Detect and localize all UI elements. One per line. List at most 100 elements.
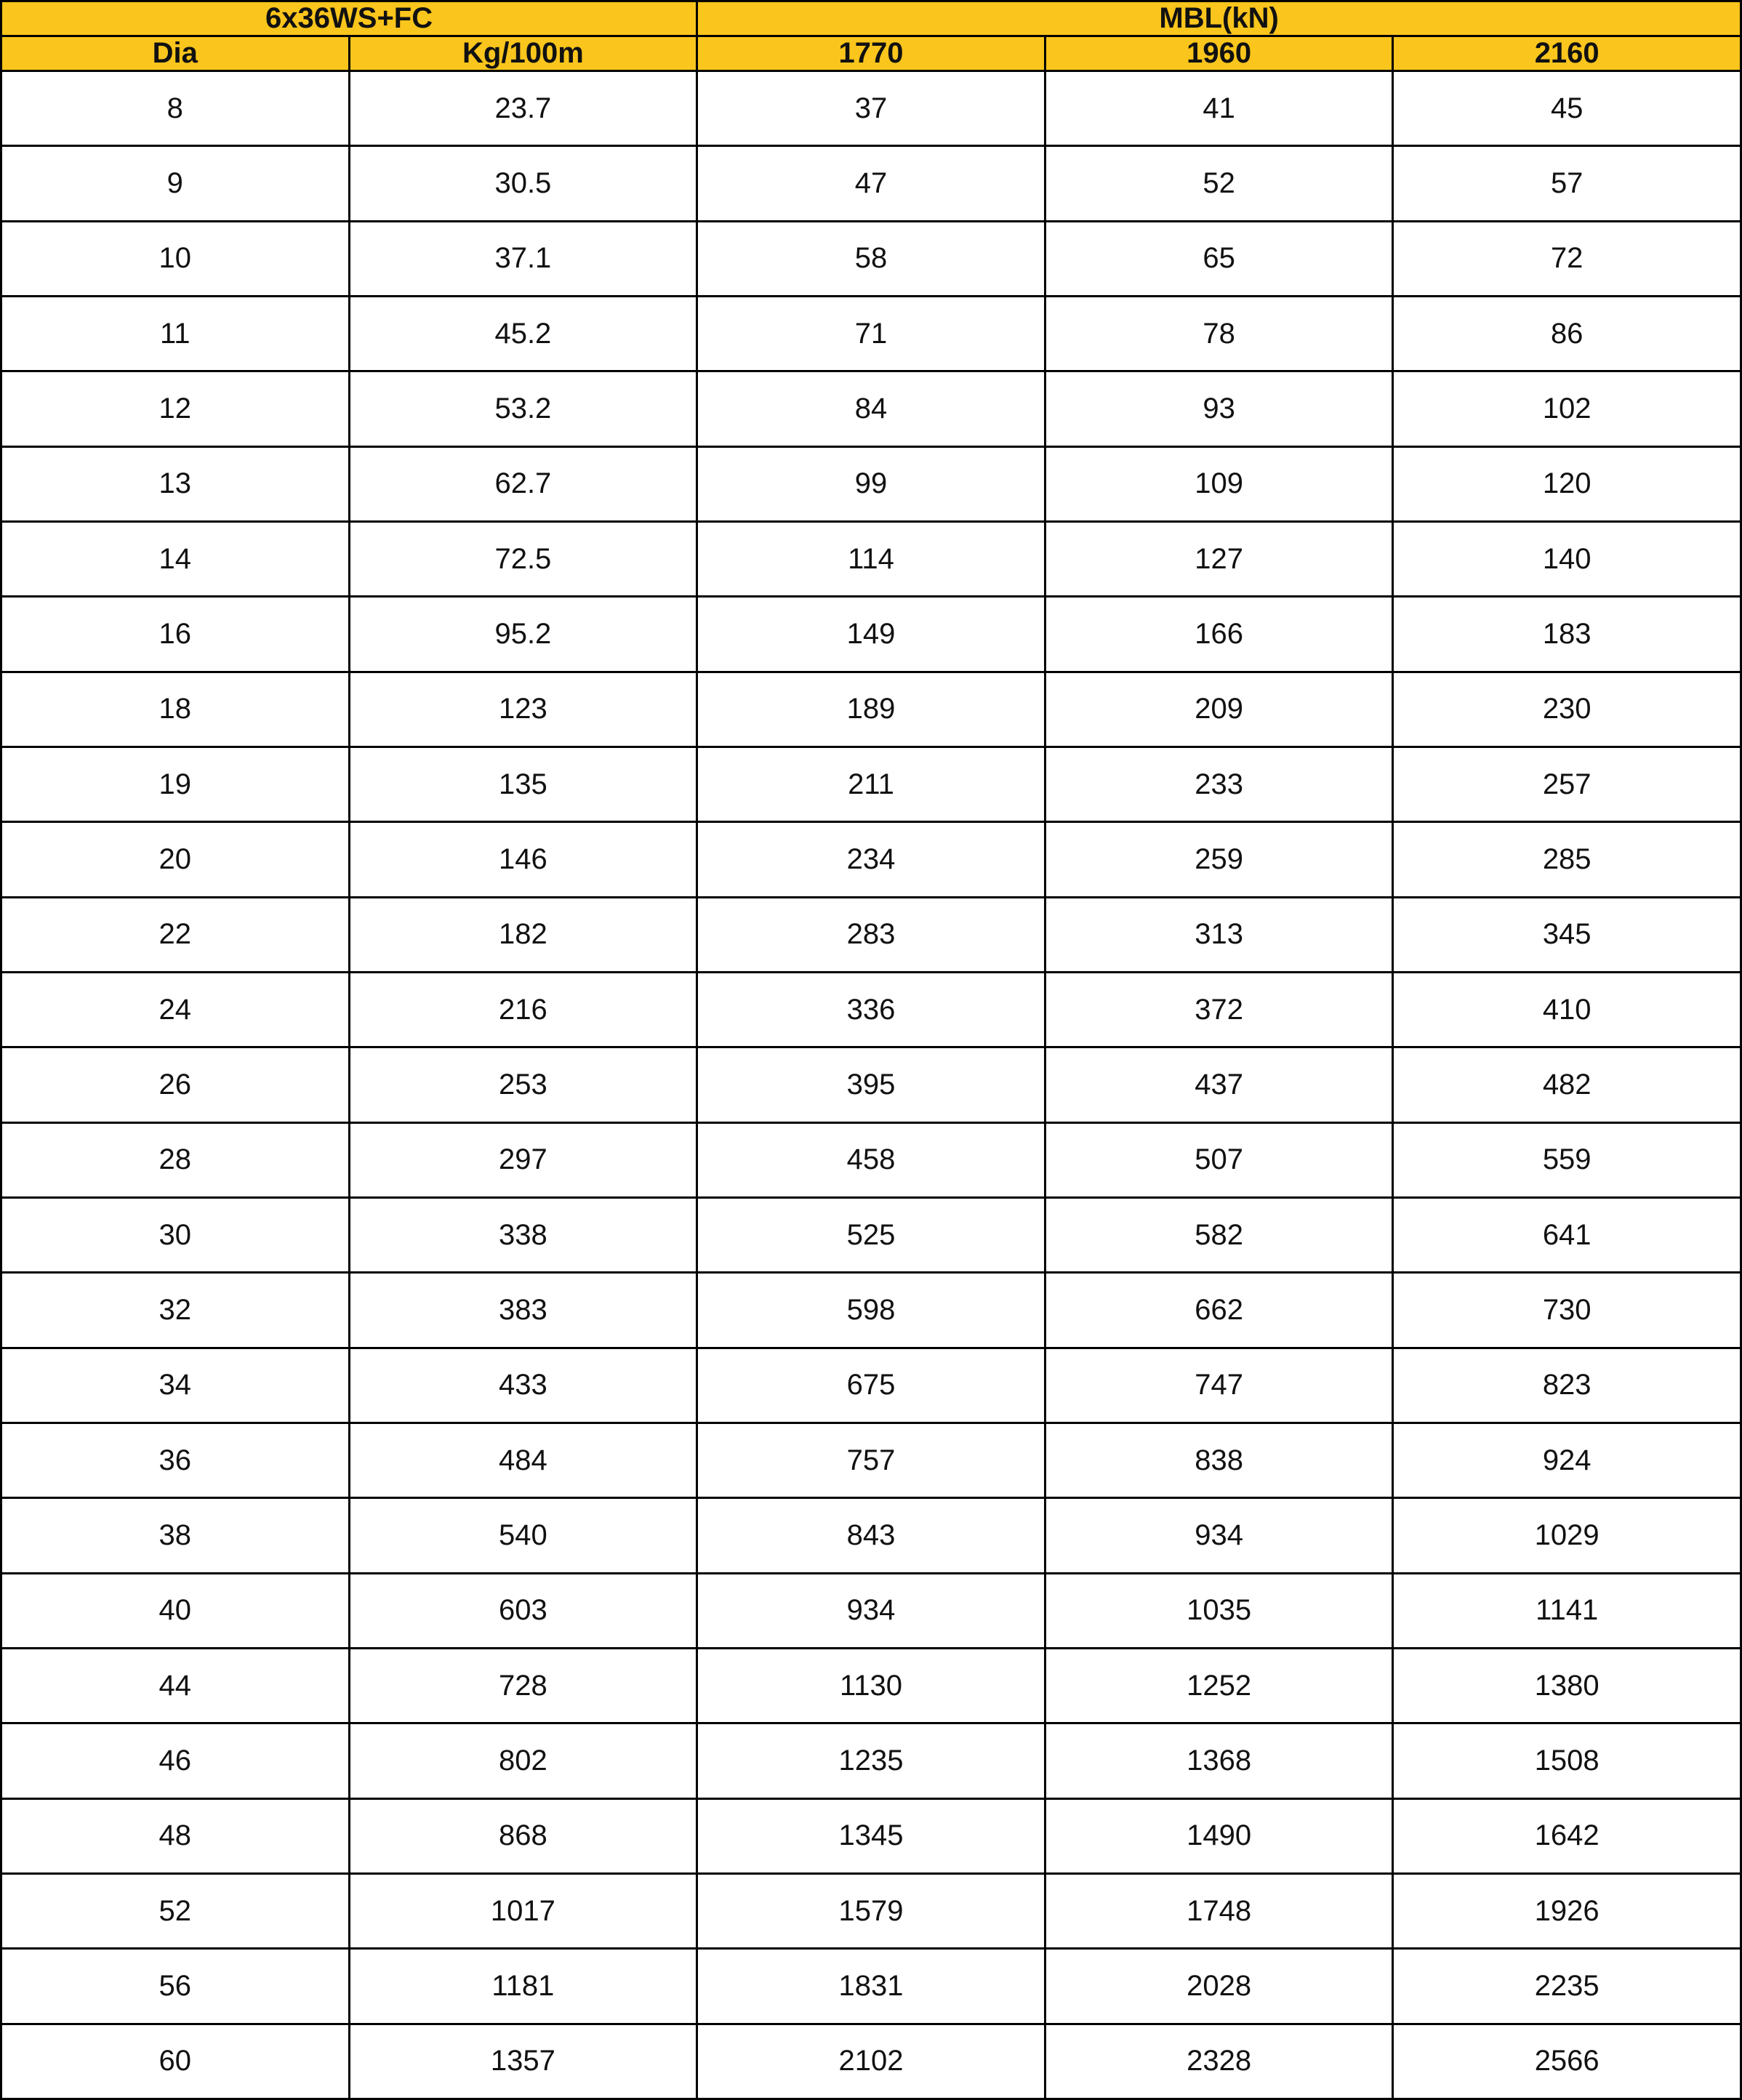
data-cell: 1748 (1043, 1872, 1394, 1950)
data-cell: 109 (1043, 445, 1394, 523)
data-cell: 1345 (696, 1797, 1046, 1875)
data-cell: 209 (1043, 670, 1394, 748)
data-cell: 641 (1392, 1196, 1742, 1274)
table-body: 8 23.7 37 41 45 9 30.5 47 52 57 10 37.1 58 65 72 11 45.2… (0, 69, 1742, 2100)
header-cell: MBL(kN) (696, 0, 1742, 37)
data-cell: 934 (1043, 1497, 1394, 1574)
data-cell: 48 (0, 1797, 350, 1875)
data-cell: 211 (696, 745, 1046, 824)
data-cell: 30 (0, 1196, 350, 1274)
data-cell: 482 (1392, 1046, 1742, 1124)
data-cell: 540 (348, 1497, 699, 1574)
data-cell: 395 (696, 1046, 1046, 1124)
data-cell: 437 (1043, 1046, 1394, 1124)
data-cell: 189 (696, 670, 1046, 748)
data-cell: 127 (1043, 520, 1394, 598)
data-cell: 1490 (1043, 1797, 1394, 1875)
data-cell: 1029 (1392, 1497, 1742, 1574)
header-cell: Kg/100m (348, 35, 699, 72)
data-cell: 484 (348, 1421, 699, 1500)
data-cell: 1642 (1392, 1797, 1742, 1875)
data-cell: 52 (0, 1872, 350, 1950)
data-row: 40 603 934 1035 1141 (0, 1572, 1742, 1649)
data-cell: 16 (0, 595, 350, 673)
data-cell: 747 (1043, 1346, 1394, 1424)
header-row: Dia Kg/100m 1770 1960 2160 (0, 35, 1742, 72)
data-cell: 53.2 (348, 370, 699, 448)
table-header: 6x36WS+FC MBL(kN) Dia Kg/100m 1770 1960 2160 (0, 0, 1742, 72)
data-cell: 114 (696, 520, 1046, 598)
header-row: 6x36WS+FC MBL(kN) (0, 0, 1742, 37)
data-cell: 838 (1043, 1421, 1394, 1500)
data-cell: 603 (348, 1572, 699, 1649)
data-cell: 285 (1392, 821, 1742, 898)
data-cell: 1579 (696, 1872, 1046, 1950)
data-cell: 14 (0, 520, 350, 598)
data-cell: 123 (348, 670, 699, 748)
header-cell: 6x36WS+FC (0, 0, 699, 37)
data-cell: 1831 (696, 1947, 1046, 2025)
data-cell: 675 (696, 1346, 1046, 1424)
data-cell: 56 (0, 1947, 350, 2025)
data-cell: 1035 (1043, 1572, 1394, 1649)
data-row: 20 146 234 259 285 (0, 821, 1742, 898)
data-cell: 183 (1392, 595, 1742, 673)
data-cell: 19 (0, 745, 350, 824)
data-cell: 313 (1043, 896, 1394, 973)
data-cell: 802 (348, 1722, 699, 1800)
data-row: 48 868 1345 1490 1642 (0, 1797, 1742, 1875)
data-cell: 8 (0, 69, 350, 148)
data-row: 56 1181 1831 2028 2235 (0, 1947, 1742, 2025)
data-cell: 26 (0, 1046, 350, 1124)
data-cell: 757 (696, 1421, 1046, 1500)
data-cell: 230 (1392, 670, 1742, 748)
data-row: 10 37.1 58 65 72 (0, 220, 1742, 297)
data-cell: 37 (696, 69, 1046, 148)
data-cell: 1252 (1043, 1646, 1394, 1725)
data-cell: 2028 (1043, 1947, 1394, 2025)
data-cell: 24 (0, 970, 350, 1049)
data-cell: 44 (0, 1646, 350, 1725)
data-cell: 433 (348, 1346, 699, 1424)
data-cell: 10 (0, 220, 350, 297)
data-cell: 1357 (348, 2022, 699, 2100)
data-row: 60 1357 2102 2328 2566 (0, 2022, 1742, 2100)
data-cell: 662 (1043, 1271, 1394, 1349)
data-cell: 120 (1392, 445, 1742, 523)
data-cell: 84 (696, 370, 1046, 448)
data-cell: 22 (0, 896, 350, 973)
data-cell: 338 (348, 1196, 699, 1274)
data-cell: 1130 (696, 1646, 1046, 1725)
data-cell: 60 (0, 2022, 350, 2100)
data-cell: 86 (1392, 294, 1742, 373)
data-cell: 372 (1043, 970, 1394, 1049)
data-cell: 57 (1392, 145, 1742, 222)
data-cell: 458 (696, 1121, 1046, 1199)
data-cell: 233 (1043, 745, 1394, 824)
data-row: 16 95.2 149 166 183 (0, 595, 1742, 673)
header-cell: 1960 (1043, 35, 1394, 72)
data-cell: 13 (0, 445, 350, 523)
data-cell: 525 (696, 1196, 1046, 1274)
data-cell: 234 (696, 821, 1046, 898)
data-cell: 46 (0, 1722, 350, 1800)
data-cell: 72 (1392, 220, 1742, 297)
data-cell: 45 (1392, 69, 1742, 148)
data-row: 18 123 189 209 230 (0, 670, 1742, 748)
data-cell: 1141 (1392, 1572, 1742, 1649)
data-row: 34 433 675 747 823 (0, 1346, 1742, 1424)
data-row: 32 383 598 662 730 (0, 1271, 1742, 1349)
data-cell: 52 (1043, 145, 1394, 222)
data-cell: 58 (696, 220, 1046, 297)
data-cell: 166 (1043, 595, 1394, 673)
data-cell: 283 (696, 896, 1046, 973)
data-cell: 2328 (1043, 2022, 1394, 2100)
data-cell: 182 (348, 896, 699, 973)
data-cell: 93 (1043, 370, 1394, 448)
data-cell: 345 (1392, 896, 1742, 973)
data-row: 52 1017 1579 1748 1926 (0, 1872, 1742, 1950)
data-cell: 99 (696, 445, 1046, 523)
data-row: 11 45.2 71 78 86 (0, 294, 1742, 373)
data-cell: 146 (348, 821, 699, 898)
